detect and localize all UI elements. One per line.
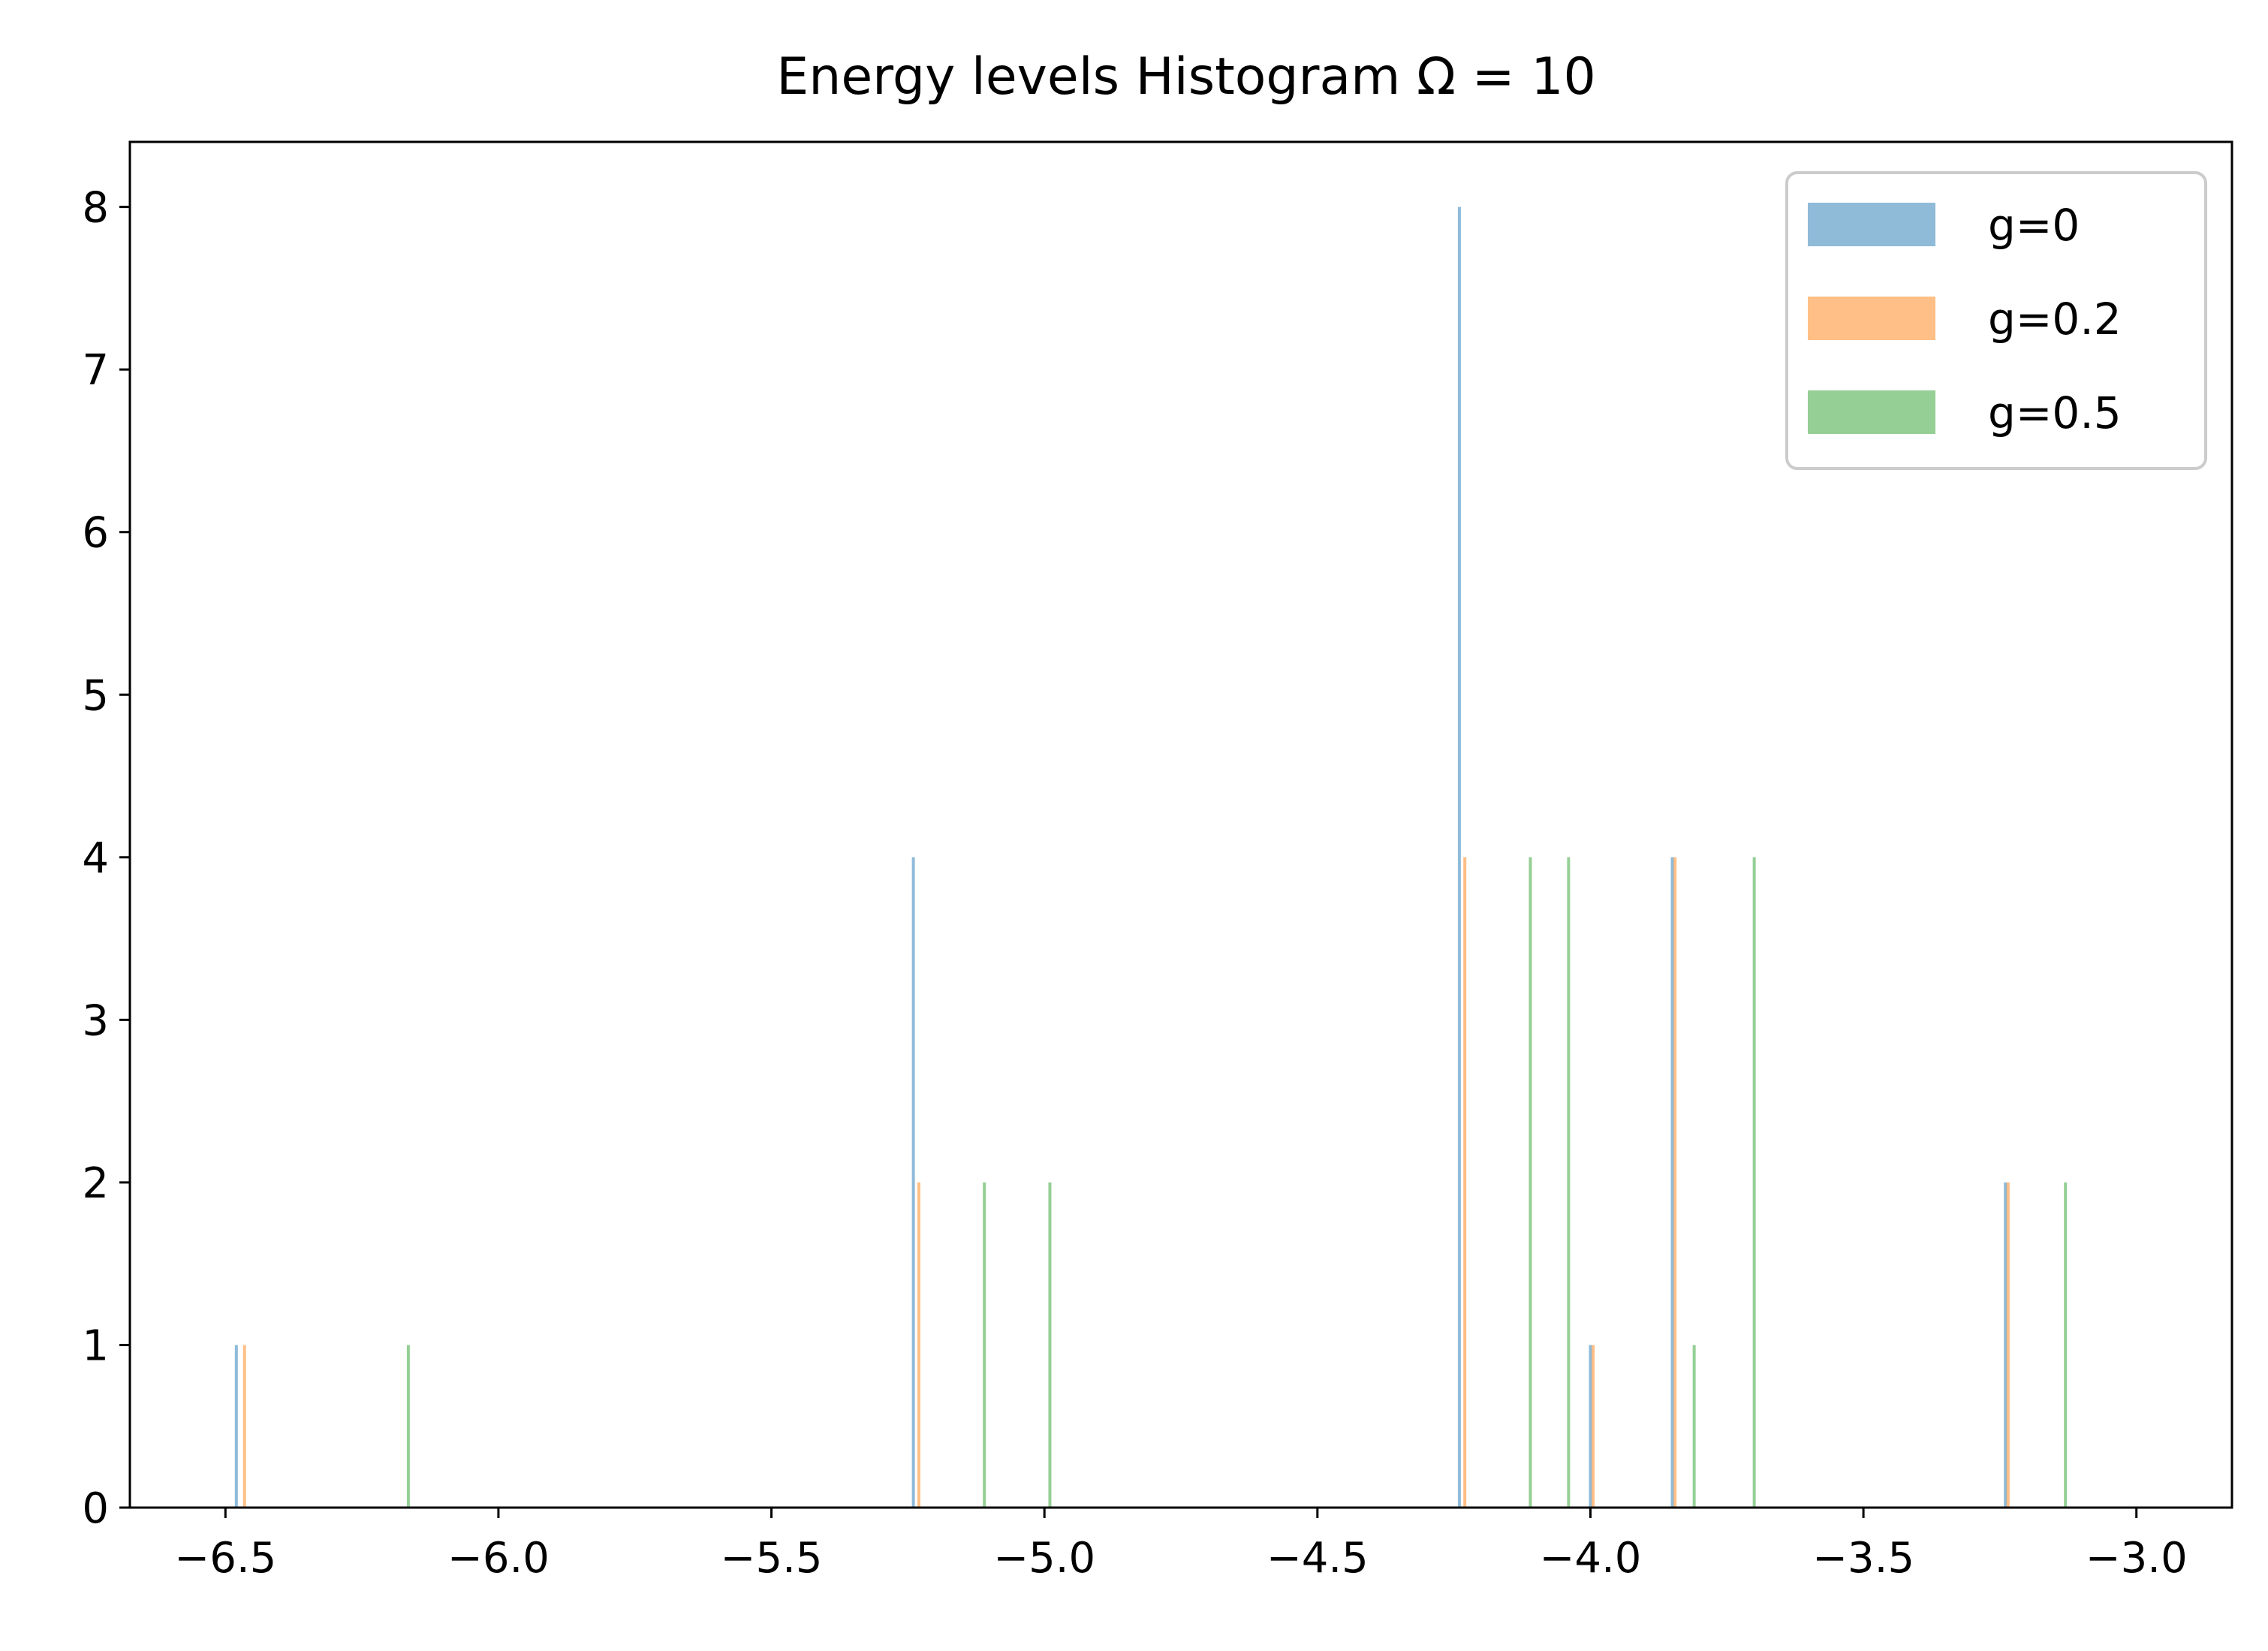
legend: g=0 g=0.2 g=0.5 <box>1785 171 2207 470</box>
legend-swatch <box>1808 297 1935 340</box>
x-axis: −6.5 −6.0 −5.5 −5.0 −4.5 −4.0 −3.5 −3.0 <box>174 1508 2188 1583</box>
y-tick-label: 8 <box>82 184 109 233</box>
x-tick-label: −3.0 <box>2086 1534 2188 1583</box>
histogram-bar-series-0-bin-2 <box>1457 206 1461 1508</box>
histogram-bar-series-2-bin-7 <box>2064 1182 2068 1508</box>
x-tick-label: −4.0 <box>1539 1534 1641 1583</box>
y-tick-label: 0 <box>82 1484 109 1533</box>
plot-area-frame <box>128 140 2233 1509</box>
x-tick-label: −6.5 <box>174 1534 276 1583</box>
histogram-bar-series-2-bin-6 <box>1752 857 1756 1508</box>
histogram-bar-series-1-bin-4 <box>1673 857 1677 1508</box>
x-tick-label: −6.0 <box>447 1534 550 1583</box>
x-tick-label: −5.5 <box>721 1534 823 1583</box>
x-tick-label: −3.5 <box>1812 1534 1914 1583</box>
histogram-bar-series-2-bin-5 <box>1692 1345 1696 1508</box>
histogram-bar-series-2-bin-4 <box>1567 857 1571 1508</box>
histogram-bar-series-2-bin-1 <box>983 1182 986 1508</box>
y-tick-label: 2 <box>82 1159 109 1208</box>
legend-swatch <box>1808 390 1935 434</box>
histogram-bar-series-0-bin-4 <box>1670 857 1674 1508</box>
histogram-bar-series-0-bin-1 <box>911 857 915 1508</box>
legend-label: g=0.5 <box>1988 387 2122 438</box>
histogram-bar-series-1-bin-2 <box>1463 857 1467 1508</box>
histogram-bar-series-1-bin-5 <box>2006 1182 2010 1508</box>
y-tick-label: 7 <box>82 346 109 395</box>
histogram-bar-series-2-bin-0 <box>406 1345 410 1508</box>
chart-title: Energy levels Histogram Ω = 10 <box>776 47 1596 107</box>
y-tick-label: 6 <box>82 509 109 558</box>
histogram-bar-series-2-bin-3 <box>1529 857 1532 1508</box>
y-tick-label: 3 <box>82 996 109 1045</box>
bars-group <box>234 206 2068 1508</box>
y-axis: 0 1 2 3 4 5 6 7 8 <box>82 184 130 1533</box>
histogram-bar-series-1-bin-3 <box>1592 1345 1595 1508</box>
histogram-bar-series-0-bin-5 <box>2004 1182 2007 1508</box>
x-tick-label: −5.0 <box>993 1534 1095 1583</box>
y-tick-label: 5 <box>82 671 109 720</box>
legend-label: g=0.2 <box>1988 294 2122 345</box>
histogram-bar-series-0-bin-0 <box>234 1345 238 1508</box>
x-tick-label: −4.5 <box>1267 1534 1369 1583</box>
histogram-bar-series-1-bin-1 <box>917 1182 920 1508</box>
legend-swatch <box>1808 203 1935 246</box>
y-tick-label: 4 <box>82 834 109 883</box>
y-tick-label: 1 <box>82 1321 109 1370</box>
histogram-bar-series-0-bin-3 <box>1589 1345 1592 1508</box>
histogram-bar-series-1-bin-0 <box>242 1345 246 1508</box>
legend-label: g=0 <box>1988 200 2080 251</box>
histogram-bar-series-2-bin-2 <box>1048 1182 1052 1508</box>
